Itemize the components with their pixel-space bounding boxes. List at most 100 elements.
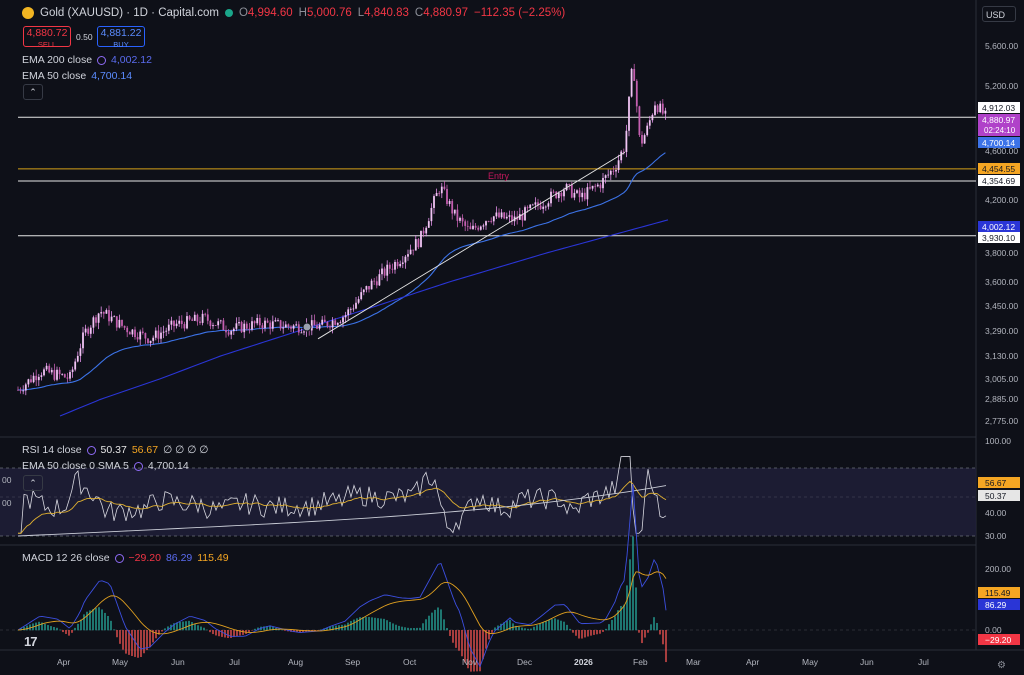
collapse-rsi-legend-button[interactable]: ⌃ (23, 475, 43, 491)
candle-body (240, 322, 243, 333)
candle-body (628, 96, 630, 131)
macd-histogram-bar (539, 623, 541, 631)
macd-histogram-bar (296, 630, 298, 633)
candle-body (271, 321, 274, 329)
candle-body (76, 355, 79, 362)
tradingview-logo[interactable]: 17 (24, 634, 38, 649)
x-tick: Apr (57, 657, 70, 667)
candle-body (446, 188, 448, 204)
macd-histogram-bar (59, 629, 61, 631)
rsi-legend[interactable]: RSI 14 close 50.37 56.67 ∅ ∅ ∅ ∅ (22, 444, 208, 456)
candle-body (63, 374, 66, 378)
rsi-tag: 56.67 (985, 478, 1007, 488)
sell-button[interactable]: 4,880.72 SELL (23, 26, 71, 49)
macd-histogram-bar (599, 630, 601, 634)
candle-body (539, 205, 542, 209)
macd-legend[interactable]: MACD 12 26 close −29.20 86.29 115.49 (22, 552, 229, 564)
macd-histogram-bar (593, 630, 595, 635)
macd-histogram-bar (161, 630, 163, 632)
market-open-icon (224, 9, 233, 17)
macd-histogram-bar (404, 627, 406, 631)
indicator-settings-icon[interactable] (97, 55, 107, 65)
candle-body (404, 256, 407, 263)
candle-body (401, 262, 404, 264)
indicator-settings-icon[interactable] (86, 445, 96, 455)
candle-body (230, 331, 233, 335)
event-marker[interactable] (302, 322, 312, 332)
macd-histogram-bar (215, 630, 217, 636)
candle-body (17, 389, 19, 391)
candle-body (578, 190, 581, 198)
candle-body (552, 191, 555, 193)
time-axis[interactable]: Apr May Jun Jul Aug Sep Oct Nov Dec 2026… (57, 657, 929, 667)
macd-histogram-bar (164, 628, 166, 631)
candle-body (37, 376, 40, 381)
candle-body (508, 215, 511, 217)
macd-histogram-bar (155, 630, 157, 639)
indicator-settings-icon[interactable] (133, 461, 143, 471)
macd-histogram-bar (50, 626, 52, 631)
candle-body (479, 226, 482, 230)
macd-histogram-bar (431, 612, 433, 631)
settings-icon[interactable]: ⚙ (997, 660, 1006, 671)
currency-select[interactable]: USD (982, 6, 1016, 22)
macd-histogram-bar (635, 587, 637, 631)
symbol-header[interactable]: Gold (XAUUSD) · 1D · Capital.com O4,994.… (22, 7, 565, 19)
y-tick: 2,775.00 (985, 416, 1018, 426)
candle-body (162, 331, 165, 333)
rsi-sub-legend[interactable]: EMA 50 close 0 SMA 5 4,700.14 (22, 460, 189, 472)
candle-body (61, 374, 64, 375)
candle-body (430, 207, 433, 222)
x-tick: May (112, 657, 129, 667)
macd-histogram-bar (350, 621, 352, 631)
macd-histogram-bar (269, 625, 271, 631)
macd-histogram-bar (608, 624, 610, 631)
rsi-line (18, 456, 667, 534)
buy-button[interactable]: 4,881.22 BUY (97, 26, 145, 49)
price-axis[interactable]: 5,600.00 5,200.00 4,600.00 4,200.00 3,80… (985, 41, 1018, 426)
candle-body (583, 192, 586, 200)
candle-body (310, 320, 313, 331)
macd-histogram-bar (662, 630, 664, 645)
symbol-title[interactable]: Gold (XAUUSD) · 1D · Capital.com (40, 7, 219, 19)
macd-histogram-bar (266, 626, 268, 631)
candle-body (22, 390, 25, 392)
macd-histogram-bar (590, 630, 592, 636)
candle-body (443, 186, 446, 189)
macd-histogram-bar (476, 630, 478, 672)
macd-histogram-bar (554, 618, 556, 631)
macd-histogram-bar (500, 623, 502, 631)
candle-body (472, 225, 474, 230)
candle-body (196, 314, 199, 322)
candle-body (391, 268, 394, 270)
candle-body (87, 328, 90, 334)
collapse-legend-button[interactable]: ⌃ (23, 84, 43, 100)
macd-histogram-bar (206, 629, 208, 631)
macd-histogram-bar (551, 619, 553, 631)
ema200-legend[interactable]: EMA 200 close 4,002.12 (22, 54, 152, 66)
indicator-settings-icon[interactable] (114, 553, 124, 563)
rsi-value: 50.37 (100, 444, 127, 456)
candle-body (69, 372, 71, 379)
spread-value: 0.50 (76, 32, 93, 42)
macd-tag: −29.20 (985, 635, 1012, 645)
macd-histogram-bar (167, 626, 169, 631)
candle-body (427, 221, 430, 228)
macd-histogram-bar (143, 630, 145, 654)
countdown-tag: 02:24:10 (984, 126, 1016, 135)
candle-body (167, 324, 170, 331)
candle-body (170, 320, 173, 325)
candle-body (495, 212, 498, 217)
candle-body (576, 190, 578, 193)
candle-body (596, 184, 599, 187)
candle-body (53, 369, 56, 380)
candle-body (58, 369, 61, 375)
ema50-legend[interactable]: EMA 50 close 4,700.14 (22, 70, 132, 82)
candle-body (461, 217, 464, 222)
x-tick: Feb (633, 657, 648, 667)
candle-body (433, 196, 435, 208)
macd-histogram-bar (443, 619, 445, 631)
macd-histogram-bar (68, 630, 70, 636)
macd-histogram-bar (449, 630, 451, 636)
